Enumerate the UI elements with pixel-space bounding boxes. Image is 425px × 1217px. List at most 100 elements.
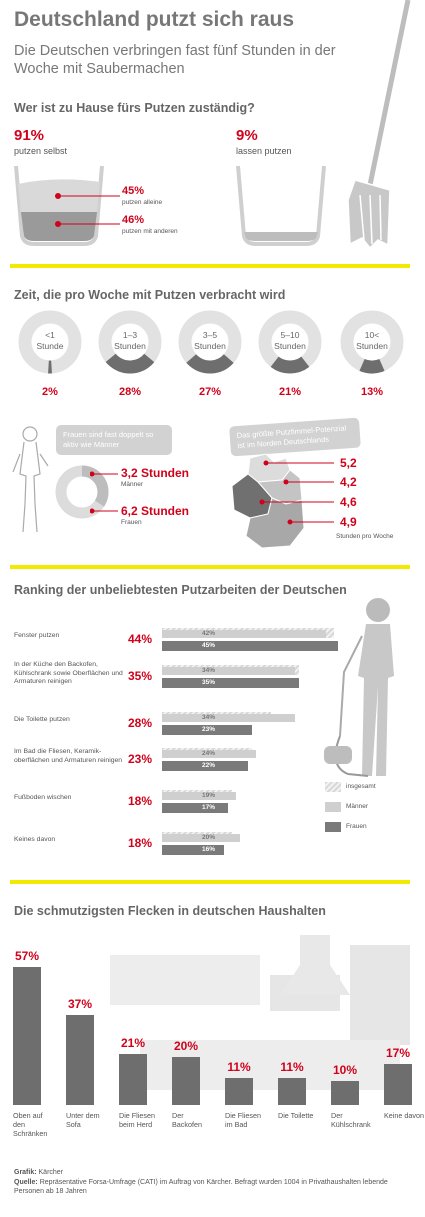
bar-women-value: 16% [202, 846, 216, 853]
rank-label: In der Küche den Backofen, Kühlschrank s… [14, 661, 123, 685]
spot-bar [119, 1054, 147, 1105]
region-bubble: Das größte Putzfimmel-Potenzial ist im N… [229, 417, 361, 457]
legend-total-swatch [325, 782, 341, 792]
men-hours: 3,2 Stunden [121, 466, 190, 480]
bar-men-value: 20% [202, 834, 216, 841]
spot-label: Die Toilette [278, 1111, 314, 1120]
spot-label: Der Kühlschrank [331, 1111, 371, 1129]
gender-bubble: Frauen sind fast doppelt so aktiv wie Mä… [56, 425, 172, 455]
rank-label: Fenster putzen [14, 632, 60, 639]
rank-pct: 44% [128, 632, 153, 646]
footer-source-key: Quelle: [14, 1179, 38, 1186]
let-pct: 9% [236, 127, 258, 144]
bar-women: 17% [162, 803, 229, 813]
donut-segment [98, 310, 162, 374]
spot-pct: 57% [14, 949, 40, 963]
gender-donut [55, 465, 109, 519]
legend-men-swatch [325, 802, 341, 812]
spot-bar [384, 1063, 412, 1105]
region-value-west: 4,6 [340, 495, 357, 509]
alone-pct: 45% [122, 185, 145, 197]
bar-women: 22% [162, 761, 248, 771]
bucket-pointers [58, 195, 120, 225]
who-heading: Wer ist zu Hause fürs Putzen zuständig? [14, 101, 255, 115]
footer-source-value: Repräsentative Forsa-Umfrage (CATI) im A… [14, 1179, 388, 1195]
bar-men: 34% [162, 714, 295, 722]
spot-bar [66, 1015, 94, 1105]
spot-pct: 21% [120, 1036, 146, 1051]
bar-men-value: 34% [202, 714, 216, 721]
donut-unit: Stunden [356, 341, 388, 351]
bar-men-value: 24% [202, 750, 216, 757]
donut-range: 1–3 [122, 330, 138, 340]
time-donut [18, 310, 82, 374]
rank-pct: 23% [128, 752, 153, 766]
spot-label: Oben auf den Schränken [13, 1111, 48, 1138]
donut-pct: 2% [42, 386, 58, 398]
donut-pct: 13% [360, 386, 384, 398]
donut-segment [178, 310, 242, 374]
spot-pct: 37% [67, 997, 93, 1012]
region-value-east: 4,2 [340, 475, 357, 489]
region-value-south: 4,9 [340, 515, 357, 529]
spot-label: Keine davon [384, 1111, 424, 1120]
bar-men-value: 19% [202, 792, 216, 799]
time-donut [340, 310, 404, 374]
legend-men-label: Männer [346, 803, 369, 810]
men-label: Männer [121, 481, 144, 488]
bar-women-value: 22% [202, 762, 216, 769]
bar-women: 35% [162, 678, 299, 688]
donut-pct: 21% [278, 386, 302, 398]
spots-heading: Die schmutzigsten Flecken in deutschen H… [14, 904, 326, 918]
spot-label: Der Backofen [172, 1111, 202, 1129]
woman-vacuum-figure [324, 598, 394, 777]
region-pointers [259, 460, 334, 525]
time-donut [178, 310, 242, 374]
legend-women-swatch [325, 822, 341, 832]
legend-total-label: insgesamt [346, 783, 376, 790]
rank-label: Keines davon [14, 836, 56, 843]
spot-bar [172, 1056, 200, 1105]
spot-bar [331, 1080, 359, 1105]
donut-pct: 28% [118, 386, 142, 398]
footer-grafik-key: Grafik: [14, 1169, 37, 1176]
donut-range: 5–10 [280, 330, 300, 340]
spot-bar [13, 967, 41, 1105]
time-donut [258, 310, 322, 374]
woman-figure [12, 426, 49, 533]
germany-map [231, 453, 305, 549]
donut-segment [258, 310, 322, 374]
others-label: putzen mit anderen [122, 228, 178, 235]
spot-bar [225, 1078, 253, 1105]
rank-pct: 18% [128, 836, 153, 850]
bar-men: 34% [162, 667, 295, 675]
ranking-heading: Ranking der unbeliebtesten Putzarbeiten … [14, 583, 347, 597]
spot-pct: 17% [385, 1045, 411, 1060]
footer-source: Quelle: Repräsentative Forsa-Umfrage (CA… [14, 1178, 409, 1196]
gender-pointers [90, 471, 118, 514]
bar-men-value: 42% [202, 630, 216, 637]
spot-pct: 11% [227, 1060, 251, 1075]
divider-1 [10, 264, 410, 268]
page-subtitle: Die Deutschen verbringen fast fünf Stund… [14, 43, 336, 77]
donut-range: 3–5 [202, 330, 218, 340]
bar-men: 24% [162, 750, 256, 758]
rank-label: Im Bad die Fliesen, Keramik-oberflächen … [14, 748, 123, 764]
spot-pct: 11% [280, 1060, 304, 1075]
spot-label: Die Fliesen beim Herd [119, 1111, 155, 1129]
time-heading: Zeit, die pro Woche mit Putzen verbracht… [14, 288, 286, 302]
let-label: lassen putzen [236, 146, 292, 156]
self-label: putzen selbst [14, 146, 68, 156]
time-donut [98, 310, 162, 374]
bar-women: 45% [162, 641, 338, 651]
rank-pct: 28% [128, 716, 153, 730]
divider-2 [10, 565, 410, 569]
bar-men: 20% [162, 834, 240, 842]
self-pct: 91% [14, 127, 45, 144]
divider-3 [10, 880, 410, 884]
bar-women-value: 35% [202, 679, 216, 686]
rank-label: Fußboden wischen [14, 794, 72, 801]
kitchen-background [110, 935, 410, 1090]
others-pct: 46% [122, 214, 145, 226]
bar-women: 23% [162, 725, 252, 735]
